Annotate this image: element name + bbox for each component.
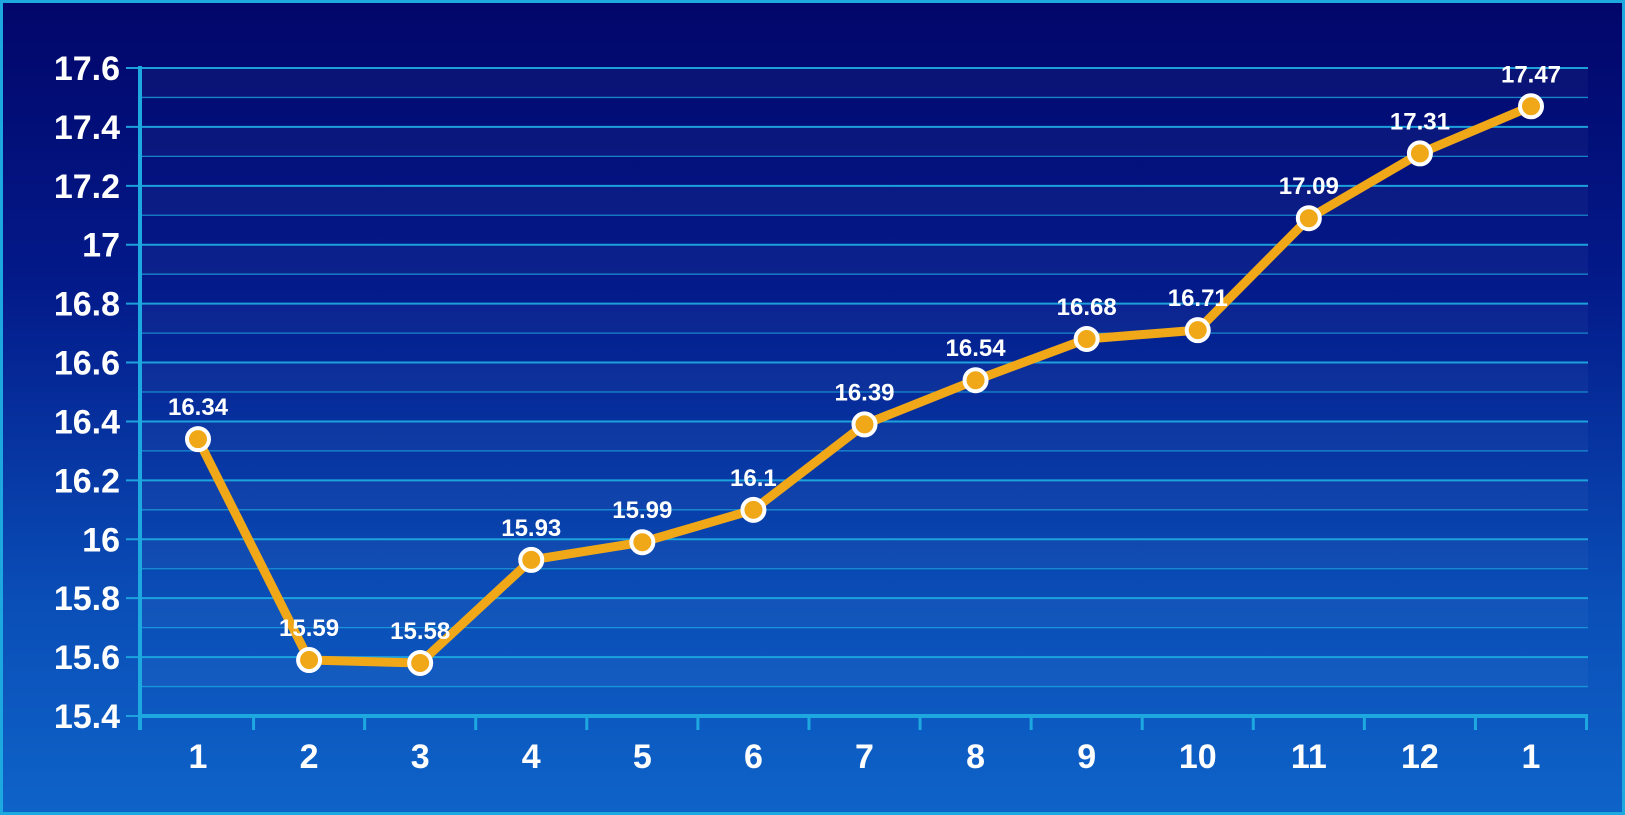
y-tick-label: 16.6: [54, 345, 120, 383]
data-point-marker: [1184, 317, 1211, 344]
data-label: 17.31: [1390, 108, 1450, 135]
y-tick-label: 15.8: [54, 580, 120, 618]
y-tick-label: 17.4: [54, 109, 120, 147]
x-tick-label: 12: [1401, 738, 1439, 776]
data-label: 16.1: [730, 465, 777, 492]
data-label: 15.58: [390, 618, 450, 645]
y-tick-label: 17.2: [54, 168, 120, 206]
axes: [138, 66, 1589, 730]
data-point-marker: [1518, 93, 1544, 120]
plot-band: [140, 127, 1588, 156]
x-tick-label: 6: [744, 738, 763, 776]
plot-band: [140, 480, 1588, 509]
y-tick-label: 16.8: [54, 286, 120, 324]
y-tick-labels: 15.4 15.6 15.8 16 16.2 16.4 16.6 16.8 17 17.2 17.4…: [54, 50, 120, 736]
data-point-marker: [1073, 325, 1100, 352]
x-tick-label: 7: [855, 738, 874, 776]
x-tick-label: 11: [1291, 738, 1327, 776]
y-tick-label: 17: [82, 227, 120, 265]
data-label: 17.47: [1501, 61, 1561, 88]
data-point-marker: [740, 496, 767, 523]
data-label: 15.59: [279, 615, 339, 642]
data-point-marker: [1406, 140, 1433, 167]
data-label: 16.34: [168, 394, 229, 421]
plot-bands: [140, 68, 1588, 687]
data-point-marker: [851, 411, 878, 438]
x-tick-label: 1: [1522, 738, 1541, 776]
data-point-marker: [185, 426, 211, 453]
data-point-marker: [518, 546, 545, 573]
data-label: 15.99: [612, 497, 672, 524]
data-label: 16.39: [834, 379, 894, 406]
data-label: 15.93: [501, 515, 561, 542]
data-label: 16.71: [1168, 285, 1228, 312]
plot-band: [140, 304, 1588, 333]
data-point-marker: [629, 529, 656, 556]
x-tick-labels: 1 2 3 4 5 6 7 8 9 10 11 12 1: [189, 738, 1541, 776]
y-tick-label: 17.6: [54, 50, 120, 88]
data-labels: 16.34 15.59 15.58 15.93 15.99 16.1 16.39 16.54 1…: [168, 61, 1561, 645]
data-label: 16.54: [946, 335, 1007, 362]
line-chart: 15.415.615.81616.216.416.616.81717.217.4…: [54, 50, 1589, 776]
plot-band: [140, 598, 1588, 627]
data-point-marker: [296, 647, 323, 674]
x-tick-label: 3: [411, 738, 430, 776]
x-tick-label: 4: [522, 738, 541, 776]
gridlines: [126, 67, 1588, 717]
data-label: 16.68: [1057, 294, 1117, 321]
plot-band: [140, 68, 1588, 97]
data-label: 17.09: [1279, 173, 1339, 200]
series-layer: [185, 93, 1544, 676]
data-point-marker: [407, 649, 434, 676]
x-tick-label: 1: [189, 738, 208, 776]
data-point-marker: [1295, 205, 1322, 232]
y-tick-label: 16: [82, 521, 120, 559]
plot-band: [140, 245, 1588, 274]
x-tick-label: 5: [633, 738, 652, 776]
data-point-marker: [962, 367, 989, 394]
plot-band: [140, 186, 1588, 215]
x-tick-label: 2: [300, 738, 319, 776]
y-tick-label: 16.2: [54, 462, 120, 500]
y-tick-label: 15.6: [54, 639, 120, 677]
x-tick-label: 10: [1179, 738, 1217, 776]
x-tick-label: 8: [966, 738, 985, 776]
y-tick-label: 16.4: [54, 403, 120, 441]
plot-band: [140, 539, 1588, 568]
y-tick-label: 15.4: [54, 698, 120, 736]
x-tick-label: 9: [1077, 738, 1096, 776]
